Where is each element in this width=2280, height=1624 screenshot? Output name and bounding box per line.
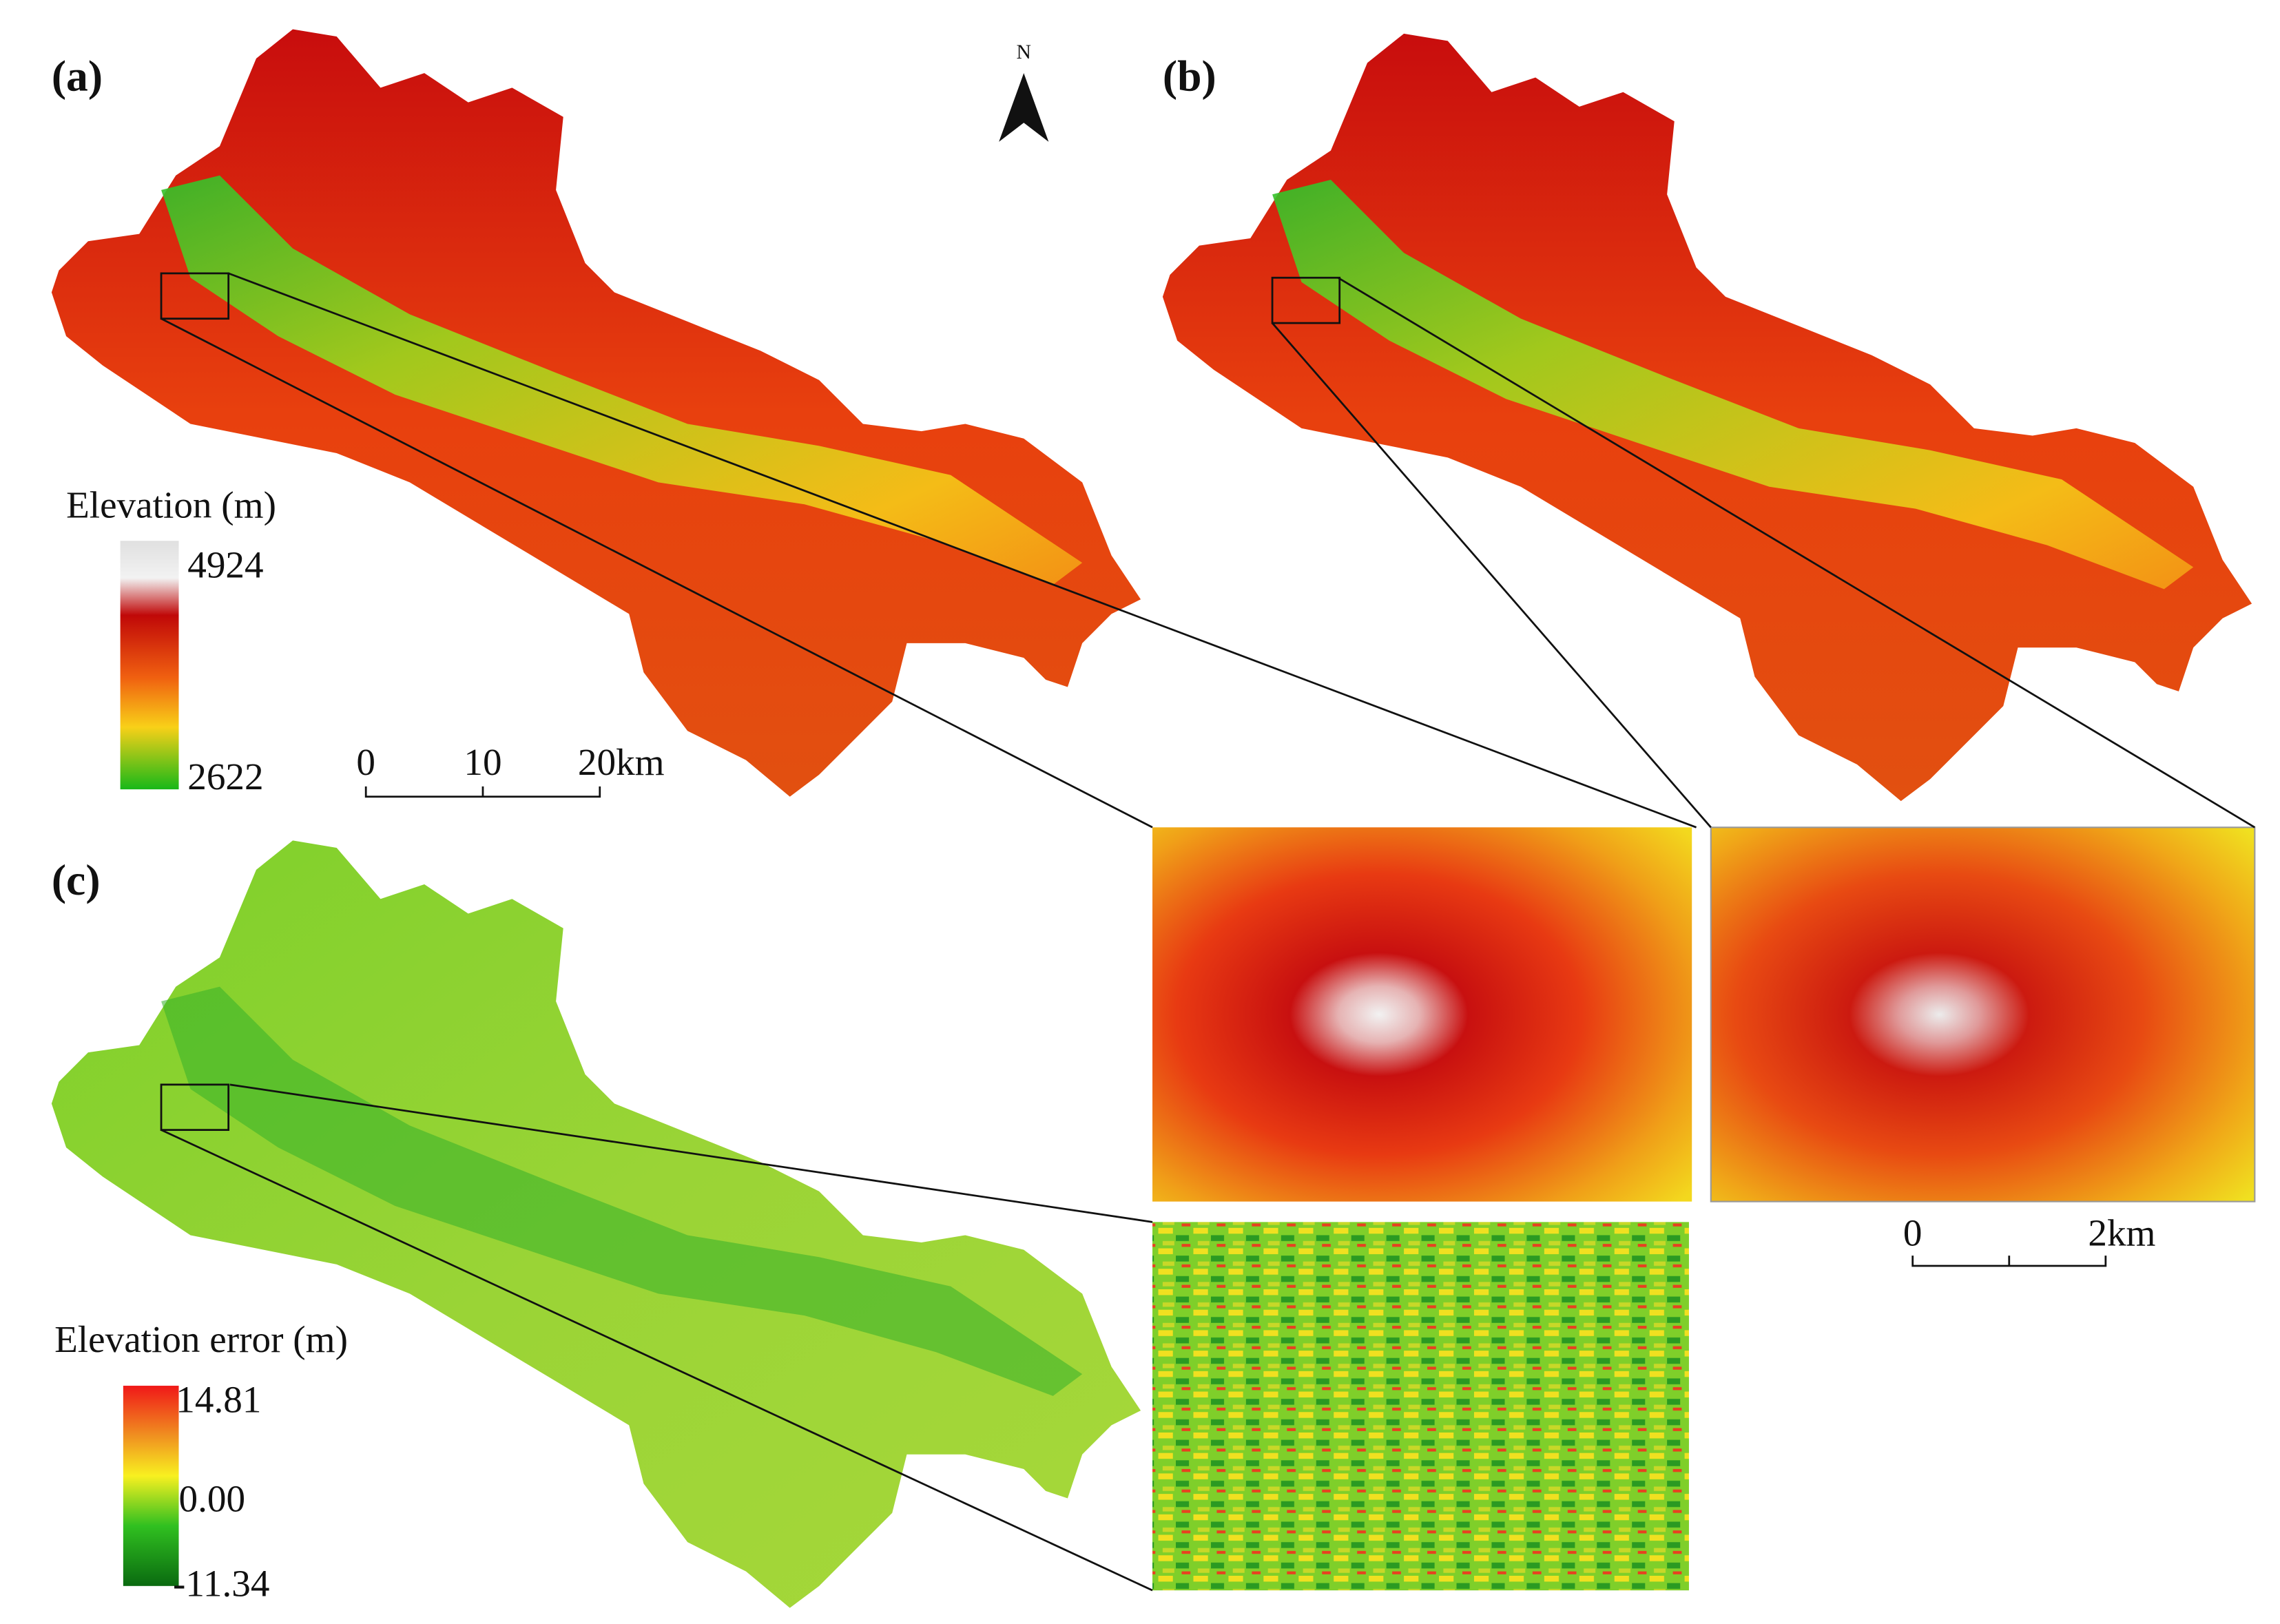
- color-bar: [120, 541, 179, 790]
- legend-label: 4924: [187, 543, 263, 585]
- north-arrow: N: [999, 41, 1049, 142]
- inset-a: [1152, 827, 1692, 1202]
- zoom-box: [160, 1083, 230, 1132]
- scale-label: 10: [464, 741, 501, 783]
- legend-label: 2622: [187, 756, 263, 798]
- scale-bar: 0 10 20km: [356, 741, 665, 798]
- inset-b: [1710, 826, 2256, 1203]
- panel-label: (c): [52, 855, 101, 904]
- legend-label: 0.00: [179, 1478, 246, 1520]
- legend-label: -11.34: [173, 1563, 269, 1605]
- inset-scale-bar: 0 2km: [1903, 1211, 2156, 1267]
- panel-label: (a): [52, 52, 103, 101]
- scale-label: 0: [1903, 1211, 1923, 1253]
- elevation-legend: Elevation (m) 4924 2622: [66, 483, 276, 798]
- map-a: [51, 29, 1141, 797]
- scale-label: 0: [356, 741, 375, 783]
- scale-label: 20km: [578, 741, 665, 783]
- scale-label: 2km: [2088, 1211, 2155, 1253]
- map-b: [1162, 33, 2252, 802]
- north-label: N: [1017, 41, 1031, 63]
- inset-c: [1152, 1222, 1689, 1591]
- error-legend: Elevation error (m) 14.81 0.00 -11.34: [54, 1318, 348, 1604]
- color-bar: [123, 1386, 179, 1586]
- legend-title: Elevation error (m): [54, 1318, 348, 1360]
- zoom-box: [1271, 276, 1341, 324]
- panel-label: (b): [1163, 52, 1216, 101]
- legend-label: 14.81: [176, 1378, 261, 1420]
- zoom-lines: [160, 272, 2256, 1592]
- map-c: [51, 840, 1141, 1608]
- legend-title: Elevation (m): [66, 483, 276, 525]
- zoom-box: [160, 272, 230, 320]
